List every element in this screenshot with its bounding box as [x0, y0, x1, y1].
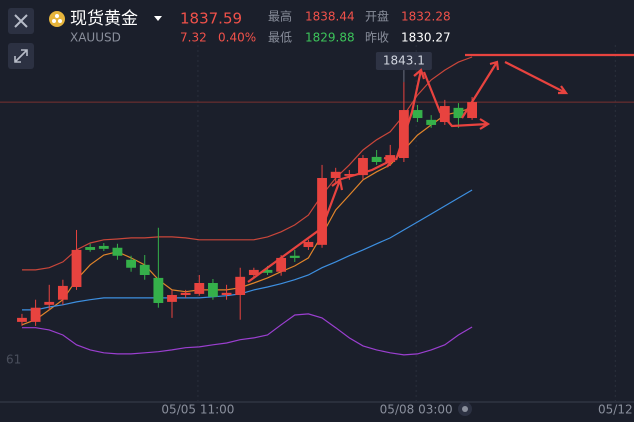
- candle-body: [262, 269, 273, 273]
- candle-body: [330, 171, 341, 178]
- stat-label: 最高: [268, 9, 292, 24]
- candle-body: [194, 282, 205, 294]
- candle-body: [453, 107, 464, 119]
- candle-body: [126, 259, 136, 268]
- candle-body: [317, 177, 327, 245]
- candle-body: [439, 106, 450, 123]
- candle-body: [276, 257, 287, 272]
- candle-body: [358, 158, 368, 176]
- x-tick-label: 05/05 11:00: [161, 403, 234, 417]
- instrument-name[interactable]: 现货黄金: [70, 9, 138, 29]
- x-tick-label: 05/12: [598, 403, 633, 417]
- candle-body: [30, 307, 41, 322]
- candle-body: [139, 264, 150, 276]
- x-tick-label: 05/08 03:00: [380, 403, 453, 417]
- scroll-button[interactable]: [458, 402, 472, 416]
- candle-body: [303, 241, 314, 248]
- stat-label: 开盘: [365, 9, 389, 24]
- candle-body: [371, 156, 382, 163]
- candle-body: [112, 247, 123, 256]
- stat-value: 1829.88: [305, 31, 355, 45]
- candle-body: [153, 277, 164, 303]
- indicator-line: [22, 313, 473, 356]
- change: 7.32: [180, 31, 207, 45]
- stat-value: 1830.27: [401, 31, 451, 45]
- candle-body: [167, 294, 177, 302]
- candle-body: [235, 276, 246, 295]
- candle-body: [98, 245, 109, 249]
- candle-body: [289, 255, 300, 258]
- candle-body: [344, 173, 355, 176]
- close-button[interactable]: [8, 8, 34, 34]
- candle-body: [248, 269, 259, 276]
- candle-body: [57, 285, 68, 300]
- candle-body: [467, 102, 478, 119]
- gold-icon: [49, 11, 65, 27]
- stat-value: 1832.28: [401, 10, 451, 24]
- candle-body: [180, 292, 191, 295]
- candle-body: [221, 292, 232, 295]
- candle-body: [426, 119, 437, 125]
- candle-body: [44, 301, 55, 305]
- max-label: 1843.1: [383, 54, 425, 68]
- change-percent: 0.40%: [218, 31, 256, 45]
- indicator-line: [22, 189, 473, 311]
- axis-fragment: 61: [6, 353, 21, 367]
- stat-label: 最低: [268, 31, 292, 45]
- stat-label: 昨收: [365, 31, 389, 45]
- candle-body: [412, 110, 423, 119]
- price: 1837.59: [180, 10, 242, 28]
- candle-body: [71, 249, 82, 287]
- expand-button[interactable]: [8, 43, 34, 69]
- candle-body: [85, 247, 96, 250]
- max-label-box: [375, 52, 432, 71]
- candle-body: [17, 317, 27, 322]
- indicator-line: [22, 56, 473, 271]
- symbol: XAUUSD: [70, 31, 121, 45]
- drawn-arrows: [247, 53, 634, 283]
- candle-body: [208, 282, 218, 297]
- dropdown-arrow[interactable]: [154, 16, 162, 21]
- stat-value: 1838.44: [305, 10, 355, 24]
